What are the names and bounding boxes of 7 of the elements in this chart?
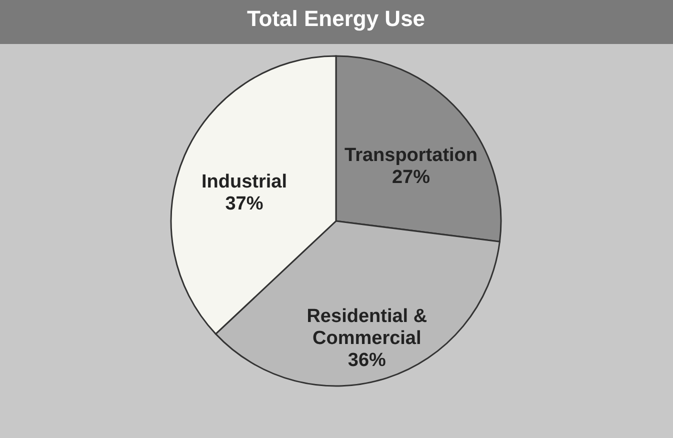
data-label: 37% — [225, 193, 264, 214]
slice-label: Transportation — [344, 144, 478, 166]
data-label: 36% — [348, 350, 386, 372]
slice-label: Residential & Commercial — [306, 306, 428, 350]
slice-label: Industrial — [201, 171, 287, 192]
data-label: 27% — [392, 166, 430, 188]
chart-title: Total Energy Use — [246, 6, 426, 31]
